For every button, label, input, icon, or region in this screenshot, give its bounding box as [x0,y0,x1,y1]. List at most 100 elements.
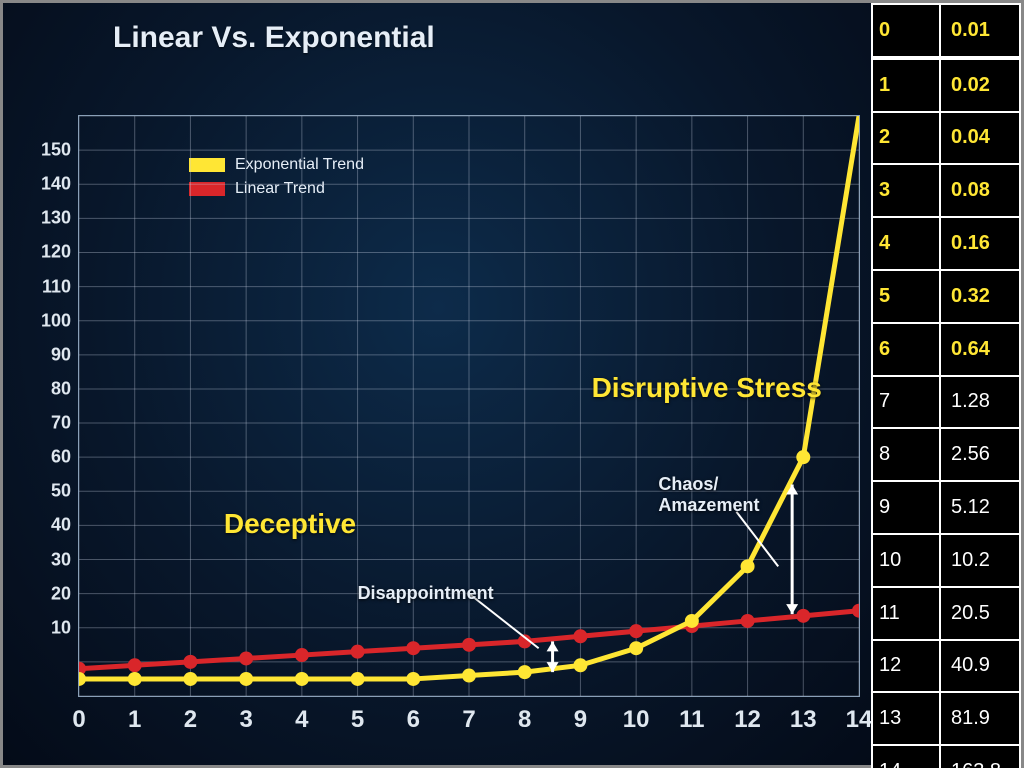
table-row: 20.04 [872,112,1020,165]
table-cell-value: 10.2 [940,534,1020,587]
table-cell-n: 10 [872,534,940,587]
y-tick-label: 150 [41,140,71,161]
table-row: 00.01 [872,4,1020,58]
x-tick-label: 14 [846,706,873,734]
y-tick-label: 80 [51,378,71,399]
y-tick-label: 90 [51,344,71,365]
exponential-marker [239,672,253,686]
linear-marker [852,604,859,618]
x-tick-label: 7 [462,706,475,734]
annotation-chaos: Chaos/Amazement [658,474,759,516]
table-cell-value: 1.28 [940,376,1020,429]
chart-title: Linear Vs. Exponential [113,21,435,55]
linear-marker [239,651,253,665]
y-tick-label: 50 [51,481,71,502]
exponential-marker [573,658,587,672]
y-tick-label: 100 [41,310,71,331]
linear-marker [741,614,755,628]
linear-marker [295,648,309,662]
table-row: 1010.2 [872,534,1020,587]
chart-panel: Linear Vs. Exponential Exponential Trend… [3,3,874,765]
table-cell-value: 0.16 [940,217,1020,270]
y-tick-label: 10 [51,617,71,638]
exponential-marker [128,672,142,686]
plot-area: Exponential Trend Linear Trend 102030405… [78,115,860,697]
table-cell-value: 5.12 [940,481,1020,534]
table-cell-value: 0.01 [940,4,1020,58]
annotation-deceptive: Deceptive [224,508,356,540]
x-tick-label: 3 [239,706,252,734]
table-row: 50.32 [872,270,1020,323]
linear-marker [462,638,476,652]
table-cell-value: 20.5 [940,587,1020,640]
exponential-marker [406,672,420,686]
exponential-marker [462,669,476,683]
table-row: 95.12 [872,481,1020,534]
linear-marker [183,655,197,669]
annotation-disruptive-stress: Disruptive Stress [592,372,822,404]
table-cell-n: 8 [872,428,940,481]
table-cell-n: 12 [872,640,940,693]
annotation-disappointment: Disappointment [358,583,494,604]
table-cell-n: 9 [872,481,940,534]
linear-marker [629,624,643,638]
y-tick-label: 30 [51,549,71,570]
x-tick-label: 12 [734,706,761,734]
exponential-marker [351,672,365,686]
y-tick-label: 120 [41,242,71,263]
x-tick-label: 5 [351,706,364,734]
exponential-marker [183,672,197,686]
table-row: 10.02 [872,58,1020,112]
table-cell-value: 163.8 [940,745,1020,768]
exponential-marker [629,641,643,655]
data-table: 00.0110.0220.0430.0840.1650.3260.6471.28… [871,3,1021,768]
linear-marker [351,645,365,659]
y-tick-label: 140 [41,174,71,195]
exponential-marker [518,665,532,679]
table-cell-n: 7 [872,376,940,429]
table-row: 71.28 [872,376,1020,429]
x-tick-label: 0 [72,706,85,734]
table-cell-n: 14 [872,745,940,768]
y-tick-label: 110 [42,276,71,297]
y-tick-label: 70 [51,413,71,434]
table-row: 1381.9 [872,692,1020,745]
x-tick-label: 10 [623,706,650,734]
x-tick-label: 2 [184,706,197,734]
x-tick-label: 11 [679,706,704,734]
table-cell-value: 0.02 [940,58,1020,112]
table-cell-n: 11 [872,587,940,640]
exponential-marker [79,672,86,686]
linear-marker [406,641,420,655]
exponential-marker [796,450,810,464]
table-cell-value: 0.04 [940,112,1020,165]
table-cell-n: 5 [872,270,940,323]
table-cell-value: 81.9 [940,692,1020,745]
table-row: 14163.8 [872,745,1020,768]
table-cell-n: 6 [872,323,940,376]
x-tick-label: 13 [790,706,817,734]
table-cell-n: 2 [872,112,940,165]
exponential-marker [741,559,755,573]
table-cell-value: 40.9 [940,640,1020,693]
table-cell-n: 0 [872,4,940,58]
linear-marker [796,609,810,623]
x-tick-label: 6 [407,706,420,734]
table-row: 60.64 [872,323,1020,376]
plot-svg [79,116,859,696]
table-cell-value: 2.56 [940,428,1020,481]
data-table-panel: 00.0110.0220.0430.0840.1650.3260.6471.28… [871,3,1021,765]
y-tick-label: 20 [51,583,71,604]
table-row: 82.56 [872,428,1020,481]
table-cell-n: 4 [872,217,940,270]
table-cell-value: 0.08 [940,164,1020,217]
exponential-marker [685,614,699,628]
y-tick-label: 40 [51,515,71,536]
table-row: 40.16 [872,217,1020,270]
table-row: 1120.5 [872,587,1020,640]
y-tick-label: 130 [41,208,71,229]
table-cell-n: 13 [872,692,940,745]
table-cell-value: 0.32 [940,270,1020,323]
table-row: 1240.9 [872,640,1020,693]
x-tick-label: 9 [574,706,587,734]
